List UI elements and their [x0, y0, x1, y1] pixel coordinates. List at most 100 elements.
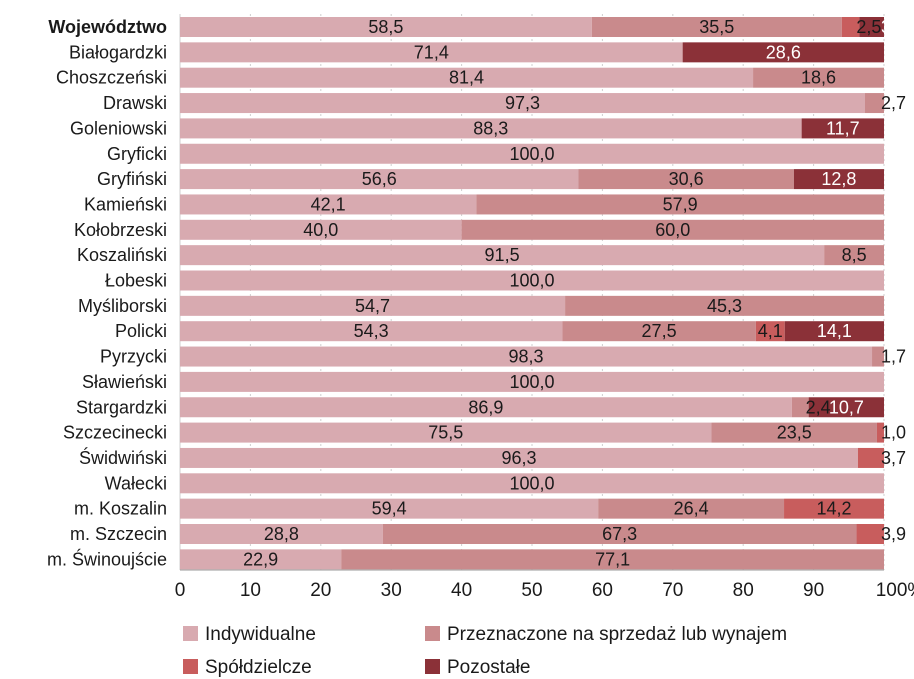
bar-segment	[578, 169, 794, 190]
data-label: 96,3	[501, 448, 536, 468]
bar-segment	[180, 194, 477, 215]
bar-segment	[565, 295, 884, 316]
bar-segment	[180, 295, 566, 316]
data-label: 77,1	[595, 549, 630, 569]
x-tick-label: 0	[175, 580, 186, 601]
data-label: 28,6	[766, 42, 801, 62]
data-label: 35,5	[699, 17, 734, 37]
category-label: Myśliborski	[78, 296, 167, 316]
bar-segment	[180, 549, 342, 570]
category-label: Białogardzki	[69, 42, 167, 62]
data-label: 12,8	[821, 169, 856, 189]
bar-segment	[872, 346, 884, 367]
bars-layer	[180, 17, 884, 570]
category-label: m. Szczecin	[70, 524, 167, 544]
data-label: 30,6	[669, 169, 704, 189]
bar-segment	[180, 397, 792, 418]
bar-segment	[180, 270, 884, 291]
data-label: 71,4	[414, 42, 449, 62]
bar-segment	[180, 371, 884, 392]
data-label: 18,6	[801, 68, 836, 88]
bar-segment	[341, 549, 884, 570]
data-label: 3,9	[881, 524, 906, 544]
data-label: 91,5	[485, 245, 520, 265]
bar-segment	[180, 169, 579, 190]
x-tick-label: 40	[451, 580, 472, 601]
bar-segment	[562, 321, 756, 342]
data-label: 60,0	[655, 220, 690, 240]
bar-segment	[857, 447, 884, 468]
bar-segment	[793, 169, 884, 190]
category-label: Kołobrzeski	[74, 220, 167, 240]
bar-segment	[461, 219, 884, 240]
data-label: 42,1	[311, 194, 346, 214]
category-label: Choszczeński	[56, 68, 167, 88]
category-label: Pyrzycki	[100, 347, 167, 367]
legend-label: Spółdzielcze	[205, 657, 312, 678]
data-label: 86,9	[468, 397, 503, 417]
data-label: 27,5	[642, 321, 677, 341]
data-label: 100,0	[509, 144, 554, 164]
bar-segment	[784, 321, 884, 342]
bar-segment	[180, 498, 599, 519]
legend-swatch	[183, 626, 198, 641]
data-label: 2,4	[806, 397, 831, 417]
category-label: Województwo	[48, 17, 167, 37]
legend-label: Przeznaczone na sprzedaż lub wynajem	[447, 624, 787, 645]
category-label: m. Koszalin	[74, 499, 167, 519]
data-label: 100,0	[509, 473, 554, 493]
bar-segment	[859, 17, 884, 37]
bar-segment	[180, 447, 858, 468]
x-tick-label: 80	[733, 580, 754, 601]
category-label: Gryfiński	[97, 169, 167, 189]
category-label: Kamieński	[84, 194, 167, 214]
bar-segment	[598, 498, 785, 519]
category-label: Stargardzki	[76, 397, 167, 417]
bar-segment	[801, 118, 884, 139]
legend-swatch	[183, 659, 198, 674]
data-label: 45,3	[707, 296, 742, 316]
bar-segment	[824, 245, 884, 266]
data-label: 97,3	[505, 93, 540, 113]
data-label: 54,3	[354, 321, 389, 341]
data-label: 14,1	[817, 321, 852, 341]
data-label: 67,3	[602, 524, 637, 544]
data-label: 2,5	[856, 17, 881, 37]
bar-segment	[856, 524, 884, 544]
data-label: 54,7	[355, 296, 390, 316]
category-label: Sławieński	[82, 372, 167, 392]
x-tick-label: 10	[240, 580, 261, 601]
legend-label: Pozostałe	[447, 657, 530, 678]
data-label: 1,0	[881, 423, 906, 443]
bar-segment	[180, 473, 884, 494]
bar-segment	[180, 524, 383, 544]
bar-segment	[180, 422, 712, 443]
data-label: 100,0	[509, 372, 554, 392]
bar-segment	[180, 321, 563, 342]
data-label: 81,4	[449, 68, 484, 88]
x-tick-label: 100%	[876, 580, 914, 601]
data-label: 98,3	[508, 347, 543, 367]
data-label: 8,5	[842, 245, 867, 265]
data-label: 3,7	[881, 448, 906, 468]
bar-segment	[864, 93, 884, 114]
data-label: 23,5	[777, 423, 812, 443]
data-label: 11,7	[826, 118, 860, 138]
bar-segment	[682, 42, 884, 63]
data-label: 100,0	[509, 271, 554, 291]
bar-segment	[755, 321, 785, 342]
bar-segment	[180, 143, 884, 164]
bar-segment	[180, 42, 683, 63]
legend-swatch	[425, 659, 440, 674]
bar-segment	[808, 397, 884, 418]
x-tick-label: 20	[310, 580, 331, 601]
x-tick-label: 70	[662, 580, 683, 601]
x-tick-label: 60	[592, 580, 613, 601]
x-tick-label: 30	[381, 580, 402, 601]
category-label: Świdwiński	[79, 447, 167, 468]
bar-segment	[180, 219, 462, 240]
bar-segment	[876, 422, 884, 443]
data-label: 14,2	[816, 499, 851, 519]
data-labels-layer: 58,5 35,5 2,5 3,5 71,4 28,6 81,4 18,6 97,3 2,7 88,…	[243, 17, 906, 569]
